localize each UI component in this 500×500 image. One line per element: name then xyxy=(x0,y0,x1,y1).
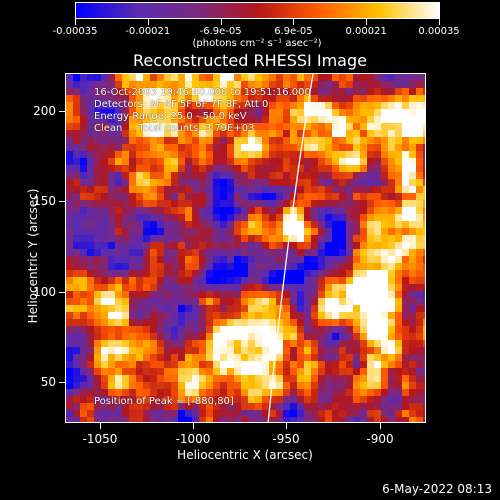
colorbar-tick-label: -0.00035 xyxy=(52,26,98,37)
x-tick-label: -900 xyxy=(366,432,394,446)
y-tick xyxy=(59,292,65,293)
x-tick xyxy=(286,423,287,429)
info-time: 16-Oct-2003 19:46:40.000 to 19:51:16.000 xyxy=(94,87,311,98)
colorbar-tick xyxy=(293,19,295,25)
solar-limb-line xyxy=(267,74,314,422)
colorbar-tick xyxy=(75,19,76,25)
x-tick-label: -950 xyxy=(272,432,300,446)
heatmap-cells xyxy=(66,74,425,422)
colorbar-tick xyxy=(147,19,149,25)
colorbar-tick-label: -0.00021 xyxy=(125,26,171,37)
info-peak: Position of Peak = [-880,80] xyxy=(94,396,234,407)
colorbar-tick xyxy=(220,19,222,25)
x-tick-label: -1050 xyxy=(82,432,118,446)
y-tick xyxy=(59,111,65,112)
x-tick xyxy=(193,423,194,429)
plot-title: Reconstructed RHESSI Image xyxy=(133,51,367,70)
timestamp: 6-May-2022 08:13 xyxy=(382,482,492,496)
colorbar xyxy=(75,2,440,19)
info-clean: Clean Total counts: 3.79E+03 xyxy=(94,123,255,134)
y-tick-label: 150 xyxy=(33,194,56,208)
y-tick-label: 50 xyxy=(40,375,56,389)
colorbar-tick-label: -6.9e-05 xyxy=(199,26,242,37)
y-axis-title: Heliocentric Y (arcsec) xyxy=(26,188,40,324)
x-tick xyxy=(100,423,101,429)
x-axis-title: Heliocentric X (arcsec) xyxy=(177,448,313,462)
image-plot: 16-Oct-2003 19:46:40.000 to 19:51:16.000… xyxy=(65,73,426,423)
colorbar-tick xyxy=(439,19,440,25)
y-tick-label: 100 xyxy=(33,285,56,299)
y-tick-label: 200 xyxy=(33,104,56,118)
heatmap-canvas xyxy=(66,74,425,422)
info-detectors: Detectors: 3F 4F 5F 6F 7F 8F, Att 0 xyxy=(94,99,269,110)
y-tick xyxy=(59,382,65,383)
colorbar-tick-label: 0.00021 xyxy=(345,26,387,37)
y-tick xyxy=(59,201,65,202)
colorbar-units: (photons cm⁻² s⁻¹ asec⁻²) xyxy=(192,38,322,49)
x-tick-label: -1000 xyxy=(175,432,211,446)
info-energy: Energy Range: 25.0 - 50.0 keV xyxy=(94,111,247,122)
colorbar-tick-label: 6.9e-05 xyxy=(274,26,313,37)
colorbar-tick xyxy=(366,19,368,25)
x-tick xyxy=(380,423,381,429)
colorbar-tick-label: 0.00035 xyxy=(418,26,460,37)
